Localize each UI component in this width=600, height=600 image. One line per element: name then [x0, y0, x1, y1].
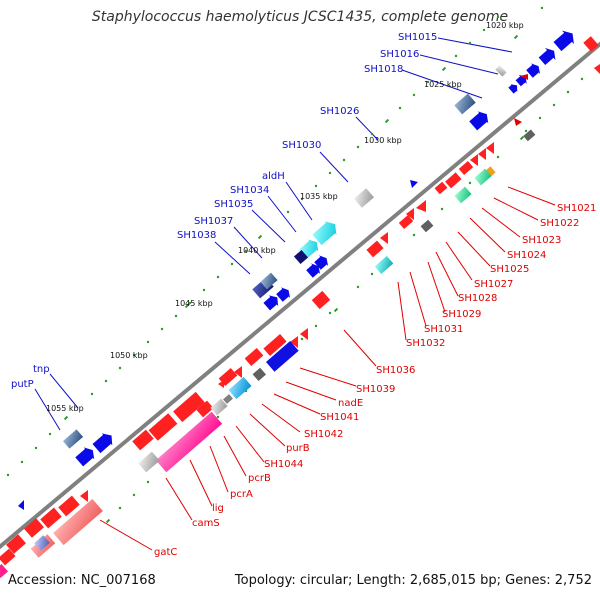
gene-label-cams[interactable]: camS	[192, 518, 220, 529]
accession-text: Accession: NC_007168	[8, 573, 156, 588]
reverse-gene-labels: SH1021 SH1022 SH1023 SH1024 SH1025 SH102…	[154, 203, 596, 558]
gene-label-sh1027[interactable]: SH1027	[474, 279, 513, 290]
gene-label-sh1037[interactable]: SH1037	[194, 216, 233, 227]
kbp-label: 1055 kbp	[46, 404, 84, 413]
genome-summary-text: Topology: circular; Length: 2,685,015 bp…	[234, 573, 592, 588]
gene-label-tnp[interactable]: tnp	[33, 364, 50, 375]
gene-label-sh1021[interactable]: SH1021	[557, 203, 596, 214]
gene-label-sh1031[interactable]: SH1031	[424, 324, 463, 335]
kbp-label: 1030 kbp	[364, 136, 402, 145]
gene-label-aldh[interactable]: aldH	[262, 171, 285, 182]
gene-label-sh1030[interactable]: SH1030	[282, 140, 321, 151]
gene-label-sh1025[interactable]: SH1025	[490, 264, 529, 275]
gene-label-sh1035[interactable]: SH1035	[214, 199, 253, 210]
gene-label-lig[interactable]: lig	[212, 503, 224, 514]
gene-label-sh1016[interactable]: SH1016	[380, 49, 419, 60]
kbp-label: 1040 kbp	[238, 246, 276, 255]
gene-label-putp[interactable]: putP	[11, 379, 34, 390]
gene-label-sh1036[interactable]: SH1036	[376, 365, 415, 376]
gene-label-sh1023[interactable]: SH1023	[522, 235, 561, 246]
reverse-strand-genes	[0, 36, 600, 579]
gene-label-sh1018[interactable]: SH1018	[364, 64, 403, 75]
map-title: Staphylococcus haemolyticus JCSC1435, co…	[91, 9, 509, 25]
outer-ticks	[6, 6, 544, 477]
gene-label-sh1042[interactable]: SH1042	[304, 429, 343, 440]
kbp-label: 1025 kbp	[424, 80, 462, 89]
gene-label-pcrb[interactable]: pcrB	[248, 473, 271, 484]
kbp-labels: 1020 kbp 1025 kbp 1030 kbp 1035 kbp 1040…	[46, 21, 524, 413]
gene-label-sh1015[interactable]: SH1015	[398, 32, 437, 43]
top-label-leaders	[34, 37, 513, 431]
forward-gene-labels: SH1015 SH1016 SH1018 SH1026 SH1030 aldH …	[11, 32, 437, 390]
gene-label-gatc[interactable]: gatC	[154, 547, 177, 558]
gene-label-sh1041[interactable]: SH1041	[320, 412, 359, 423]
forward-strand-genes	[18, 30, 574, 510]
gene-label-sh1038[interactable]: SH1038	[177, 230, 216, 241]
genome-backbone	[0, 41, 600, 550]
kbp-label: 1020 kbp	[486, 21, 524, 30]
kbp-label: 1045 kbp	[175, 299, 213, 308]
gene-label-sh1022[interactable]: SH1022	[540, 218, 579, 229]
gene-label-sh1029[interactable]: SH1029	[442, 309, 481, 320]
gene-label-nade[interactable]: nadE	[338, 398, 363, 409]
gene-label-sh1032[interactable]: SH1032	[406, 338, 445, 349]
gene-label-sh1044[interactable]: SH1044	[264, 459, 303, 470]
bottom-label-leaders	[99, 186, 556, 551]
kbp-label: 1050 kbp	[110, 351, 148, 360]
gene-label-sh1039[interactable]: SH1039	[356, 384, 395, 395]
gene-label-sh1034[interactable]: SH1034	[230, 185, 269, 196]
gene-label-sh1024[interactable]: SH1024	[507, 250, 546, 261]
gene-label-sh1028[interactable]: SH1028	[458, 293, 497, 304]
kbp-label: 1035 kbp	[300, 192, 338, 201]
gene-label-purb[interactable]: purB	[286, 443, 310, 454]
gene-label-pcra[interactable]: pcrA	[230, 489, 253, 500]
gene-label-sh1026[interactable]: SH1026	[320, 106, 359, 117]
